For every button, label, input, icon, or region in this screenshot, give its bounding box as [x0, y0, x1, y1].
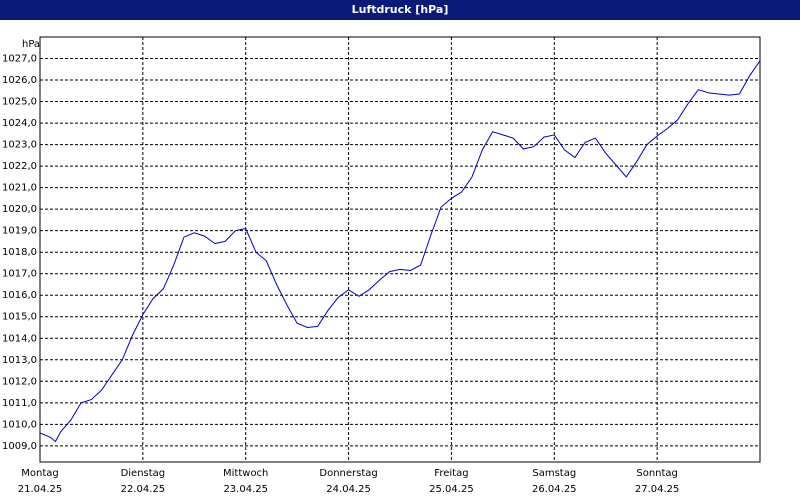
x-tick-label: 21.04.25: [18, 484, 63, 495]
x-tick-label: 24.04.25: [326, 484, 371, 495]
y-tick-label: 1020,0: [2, 204, 37, 215]
y-tick-label: 1017,0: [2, 269, 37, 280]
x-tick-label: Sonntag: [636, 468, 678, 479]
x-tick-label: Dienstag: [121, 468, 166, 479]
x-tick-label: 26.04.25: [532, 484, 577, 495]
x-tick-label: Montag: [21, 468, 58, 479]
x-tick-label: Freitag: [434, 468, 468, 479]
y-tick-label: 1026,0: [2, 75, 37, 86]
y-tick-label: 1023,0: [2, 140, 37, 151]
y-tick-label: 1012,0: [2, 376, 37, 387]
x-tick-label: Samstag: [532, 468, 576, 479]
y-tick-label: 1021,0: [2, 183, 37, 194]
y-axis-label: hPa: [22, 39, 40, 50]
y-tick-label: 1027,0: [2, 54, 37, 65]
title-bar: [0, 0, 800, 20]
x-tick-label: Mittwoch: [223, 468, 268, 479]
data-line: [39, 60, 761, 443]
y-tick-label: 1009,0: [2, 441, 37, 452]
x-tick-label: Donnerstag: [319, 468, 377, 479]
y-tick-label: 1010,0: [2, 419, 37, 430]
y-tick-label: 1011,0: [2, 398, 37, 409]
x-tick-label: 22.04.25: [121, 484, 166, 495]
x-tick-label: 23.04.25: [223, 484, 268, 495]
plot-frame: [39, 36, 761, 463]
chart-title: Luftdruck [hPa]: [352, 3, 449, 16]
y-tick-label: 1016,0: [2, 290, 37, 301]
y-tick-label: 1014,0: [2, 333, 37, 344]
y-tick-label: 1018,0: [2, 247, 37, 258]
y-tick-label: 1025,0: [2, 97, 37, 108]
y-tick-label: 1013,0: [2, 355, 37, 366]
x-tick-label: 25.04.25: [429, 484, 474, 495]
y-tick-label: 1022,0: [2, 161, 37, 172]
y-tick-label: 1019,0: [2, 226, 37, 237]
x-tick-label: 27.04.25: [635, 484, 680, 495]
y-tick-label: 1015,0: [2, 312, 37, 323]
y-tick-label: 1024,0: [2, 118, 37, 129]
